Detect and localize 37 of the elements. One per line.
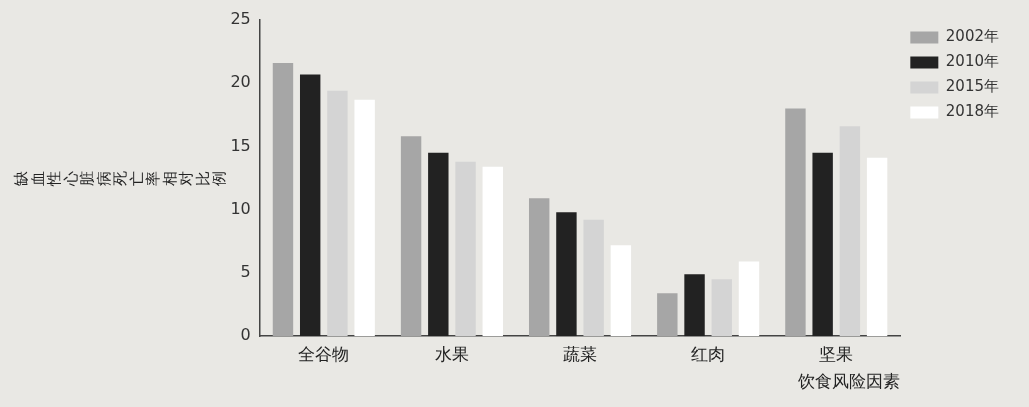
bar (482, 166, 503, 337)
bar (583, 219, 604, 337)
bar (528, 198, 550, 337)
bar (866, 157, 888, 337)
bar (400, 136, 422, 337)
bar (785, 108, 806, 337)
bar (610, 245, 632, 337)
y-tick-label: 25 (230, 9, 251, 29)
legend-label: 2010年 (945, 52, 1000, 71)
bar (354, 99, 375, 337)
y-tick-label: 20 (230, 72, 251, 92)
bar (556, 212, 577, 337)
bar (455, 161, 476, 337)
y-tick-label: 15 (230, 135, 251, 155)
bar (738, 261, 760, 337)
bar (327, 90, 348, 337)
x-axis-title: 饮食风险因素 (797, 371, 901, 392)
legend-label: 2018年 (945, 102, 1000, 121)
y-tick-label: 0 (240, 325, 251, 345)
x-tick-label: 全谷物 (298, 343, 350, 364)
text: 缺血性心脏病死亡率相对比例 (12, 170, 229, 186)
x-tick-label: 坚果 (819, 343, 854, 364)
x-tick-label: 蔬菜 (563, 343, 598, 364)
y-tick-label: 5 (240, 262, 251, 282)
bar (299, 74, 321, 337)
legend-label: 2015年 (945, 77, 1000, 96)
x-tick-label: 水果 (434, 343, 469, 364)
bar (684, 274, 705, 337)
bar (812, 152, 833, 337)
bar (839, 126, 861, 337)
legend-label: 2002年 (945, 27, 1000, 46)
x-tick-label: 红肉 (691, 343, 726, 364)
bar (711, 279, 732, 337)
y-tick-label: 10 (230, 198, 251, 218)
bar (428, 152, 449, 337)
bar (657, 293, 678, 337)
bar (272, 63, 294, 337)
